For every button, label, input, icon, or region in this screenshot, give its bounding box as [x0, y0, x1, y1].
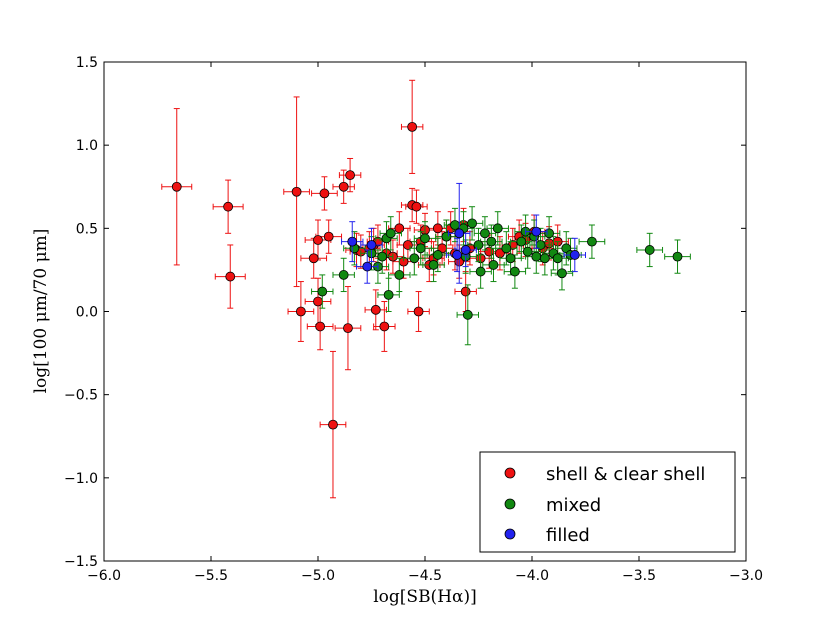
- data-point: [644, 245, 655, 255]
- x-tick-label: −3.5: [622, 568, 656, 584]
- series-2: [341, 182, 586, 284]
- data-point: [223, 201, 234, 212]
- data-point: [385, 228, 396, 239]
- data-point: [319, 188, 330, 199]
- data-point: [492, 223, 503, 234]
- data-point: [362, 261, 373, 272]
- data-point: [407, 121, 418, 132]
- data-point: [338, 181, 349, 192]
- legend-marker-shell: [504, 467, 516, 479]
- y-tick-label: 0.0: [76, 305, 98, 321]
- data-point: [486, 236, 497, 247]
- data-point: [544, 228, 555, 239]
- data-point: [552, 253, 563, 264]
- data-point: [308, 253, 319, 264]
- data-point: [338, 270, 349, 280]
- y-tick-label: −1.5: [64, 554, 98, 570]
- data-point: [411, 201, 422, 212]
- data-point: [394, 270, 405, 280]
- data-point: [291, 186, 302, 197]
- y-axis-label: log[100 μm/70 μm]: [31, 229, 51, 394]
- data-point: [509, 266, 520, 277]
- legend-label-shell: shell & clear shell: [546, 464, 705, 485]
- x-tick-label: −4.0: [515, 568, 549, 584]
- data-point: [345, 170, 356, 181]
- x-tick-label: −5.0: [301, 568, 335, 584]
- y-tick-label: −0.5: [64, 388, 98, 404]
- data-point: [366, 240, 377, 250]
- legend-marker-mixed: [504, 498, 516, 510]
- legend-label-filled: filled: [546, 525, 590, 546]
- data-point: [313, 296, 323, 307]
- data-point: [343, 323, 353, 334]
- data-point: [225, 271, 236, 282]
- data-point: [377, 251, 388, 262]
- y-tick-label: 1.0: [76, 138, 98, 154]
- data-point: [383, 289, 394, 300]
- legend-frame: [479, 451, 736, 553]
- data-point: [347, 236, 358, 247]
- data-point: [323, 231, 334, 242]
- series-layer: [161, 79, 691, 499]
- x-axis-label: log[SB(Hα)]: [373, 587, 477, 607]
- data-point: [317, 286, 328, 297]
- data-point: [531, 226, 542, 237]
- data-point: [379, 321, 390, 332]
- data-point: [480, 228, 490, 239]
- ticks-layer: −6.0 −5.5 −5.0 −4.5 −4.0 −3.5 −3.0 −1.5 −1.0 −0.5…: [64, 55, 763, 584]
- x-tick-label: −3.0: [729, 568, 763, 584]
- y-tick-label: 0.5: [76, 221, 98, 237]
- data-point: [432, 223, 443, 234]
- data-point: [295, 306, 306, 317]
- x-tick-label: −4.5: [408, 568, 442, 584]
- data-point: [409, 253, 420, 264]
- data-point: [420, 233, 430, 244]
- data-point: [531, 251, 542, 262]
- data-point: [394, 223, 405, 234]
- data-point: [672, 251, 683, 262]
- legend-marker-filled: [504, 528, 516, 540]
- data-point: [539, 253, 550, 264]
- data-point: [467, 218, 477, 229]
- data-point: [522, 246, 533, 257]
- data-point: [413, 306, 424, 317]
- data-point: [516, 236, 527, 247]
- data-point: [587, 236, 597, 247]
- y-tick-label: 1.5: [76, 55, 98, 71]
- data-point: [370, 304, 381, 315]
- data-point: [452, 250, 463, 260]
- data-point: [569, 250, 580, 260]
- data-point: [432, 250, 443, 260]
- legend-label-mixed: mixed: [546, 495, 601, 516]
- data-point: [328, 419, 338, 430]
- x-tick-label: −6.0: [87, 568, 121, 584]
- data-point: [428, 260, 439, 270]
- data-point: [315, 321, 326, 332]
- data-point: [415, 243, 426, 254]
- legend: shell & clear shell mixed filled: [479, 451, 736, 553]
- x-tick-label: −5.5: [194, 568, 228, 584]
- data-point: [171, 181, 182, 192]
- data-point: [473, 240, 484, 250]
- data-point: [313, 235, 323, 245]
- data-point: [454, 228, 465, 239]
- data-point: [450, 220, 460, 230]
- data-point: [501, 243, 512, 254]
- data-point: [460, 245, 471, 255]
- data-point: [460, 286, 471, 297]
- data-point: [505, 253, 516, 264]
- data-point: [557, 268, 567, 279]
- data-point: [475, 266, 486, 277]
- y-tick-label: −1.0: [64, 471, 98, 487]
- data-point: [488, 260, 499, 270]
- data-point: [462, 309, 473, 320]
